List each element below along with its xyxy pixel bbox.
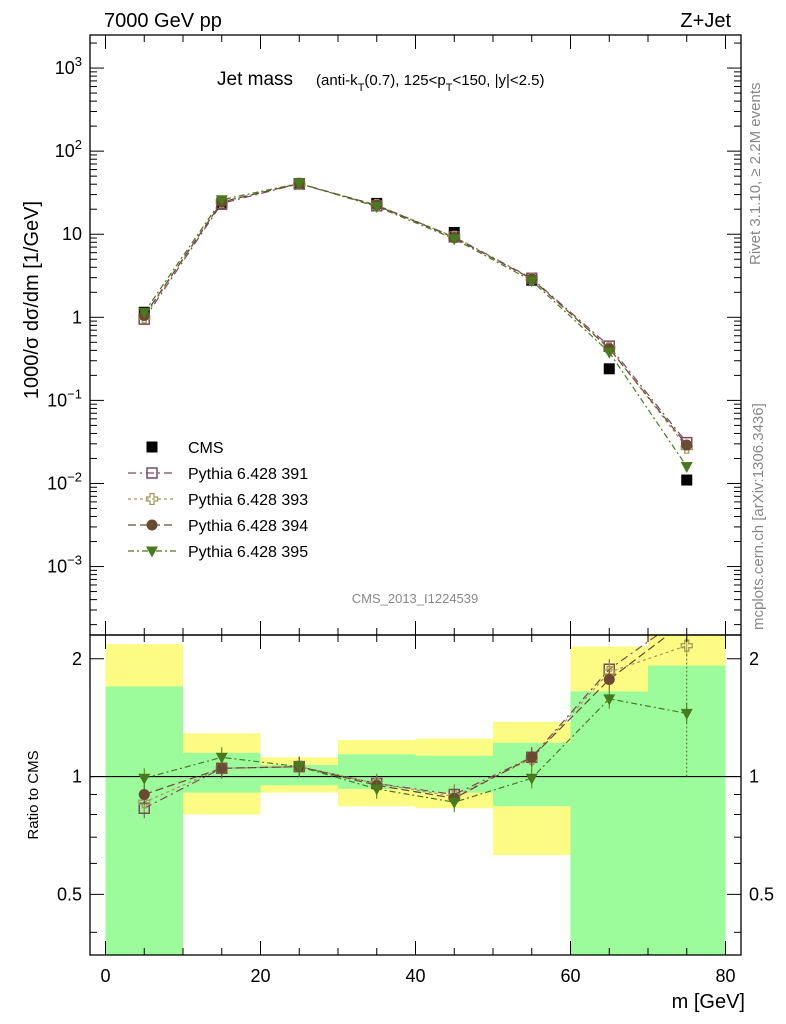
- main-y-tick-label: 103: [55, 54, 82, 78]
- mc-point: [681, 439, 693, 451]
- ratio-series-line: [144, 698, 687, 803]
- legend-marker: [146, 519, 158, 531]
- main-series-line: [143, 182, 688, 446]
- mc-point: [215, 195, 228, 207]
- mc-point: [370, 202, 383, 214]
- main-y-tick-label: 102: [55, 137, 82, 161]
- ratio-y-tick-label: 1: [72, 767, 82, 787]
- ratio-point: [293, 762, 306, 774]
- main-y-tick-label: 10−1: [47, 386, 82, 410]
- ratio-series-line: [143, 635, 659, 809]
- header-right-label: Z+Jet: [680, 10, 731, 32]
- ratio-panel-content: [138, 635, 693, 819]
- ratio-point: [603, 674, 615, 686]
- ratio-point: [526, 751, 538, 763]
- mc-point: [448, 234, 461, 246]
- ratio-point: [448, 797, 461, 809]
- legend-label: CMS: [188, 440, 224, 457]
- main-panel-content: [138, 177, 693, 486]
- x-tick-label: 40: [405, 966, 425, 986]
- mcplots-label: mcplots.cern.ch [arXiv:1306.3436]: [750, 403, 767, 630]
- ratio-series-group: [138, 635, 693, 819]
- ratio-point: [370, 784, 383, 796]
- x-tick-label: 80: [715, 966, 735, 986]
- mc-point: [138, 307, 151, 319]
- stat-uncertainty-band: [570, 691, 648, 955]
- ratio-series-line: [144, 635, 670, 799]
- ratio-point: [138, 788, 150, 800]
- legend-label: Pythia 6.428 394: [188, 518, 308, 535]
- main-title: Jet mass: [217, 69, 293, 90]
- main-y-tick-label: 10−3: [47, 553, 82, 577]
- main-y-axis-label: 1000/σ dσ/dm [1/GeV]: [21, 201, 43, 399]
- ratio-uncertainty-bands: [90, 635, 741, 955]
- legend-label: Pythia 6.428 393: [188, 492, 308, 509]
- ratio-point: [138, 773, 151, 785]
- header-left-label: 7000 GeV pp: [104, 10, 222, 32]
- ratio-y-tick-label: 0.5: [57, 884, 82, 904]
- ratio-point: [215, 752, 228, 764]
- legend-marker: [146, 441, 158, 453]
- main-title-detail: (anti-kT(0.7), 125<pT<150, |y|<2.5): [316, 72, 545, 94]
- main-y-tick-label: 10: [62, 224, 82, 244]
- mc-point: [603, 347, 616, 359]
- legend: CMS Pythia 6.428 391 Pythia 6.428 393 Pythi…: [128, 440, 308, 561]
- mc-point: [680, 462, 693, 474]
- stat-uncertainty-band: [105, 686, 183, 955]
- ratio-point: [138, 796, 151, 809]
- x-tick-label: 60: [560, 966, 580, 986]
- rivet-version-label: Rivet 3.1.10, ≥ 2.2M events: [747, 83, 764, 266]
- legend-marker: [146, 467, 158, 479]
- ratio-point: [525, 773, 538, 785]
- main-y-tick-label: 10−2: [47, 469, 82, 493]
- ratio-point: [680, 639, 693, 652]
- legend-marker: [145, 492, 159, 506]
- mc-point: [293, 178, 306, 190]
- main-y-tick-label: 1: [72, 307, 82, 327]
- ratio-point: [216, 762, 228, 774]
- x-tick-label: 0: [100, 966, 110, 986]
- mc-point: [525, 276, 538, 288]
- ratio-y-tick-label-right: 2: [749, 649, 759, 669]
- ratio-y-tick-label-right: 1: [749, 767, 759, 787]
- ratio-series-line: [144, 645, 687, 803]
- legend-label: Pythia 6.428 391: [188, 466, 308, 483]
- ratio-y-tick-label-right: 0.5: [749, 884, 774, 904]
- ratio-point: [680, 708, 693, 720]
- ratio-point: [603, 694, 616, 706]
- x-axis-label: m [GeV]: [672, 991, 745, 1013]
- main-series-line: [143, 182, 688, 467]
- data-point: [603, 363, 615, 375]
- x-tick-label: 20: [250, 966, 270, 986]
- legend-label: Pythia 6.428 395: [188, 544, 308, 561]
- ratio-y-tick-label: 2: [72, 649, 82, 669]
- ratio-y-axis-label: Ratio to CMS: [25, 750, 42, 839]
- data-point: [681, 474, 693, 486]
- legend-marker: [146, 546, 158, 558]
- analysis-watermark: CMS_2013_I1224539: [352, 591, 479, 606]
